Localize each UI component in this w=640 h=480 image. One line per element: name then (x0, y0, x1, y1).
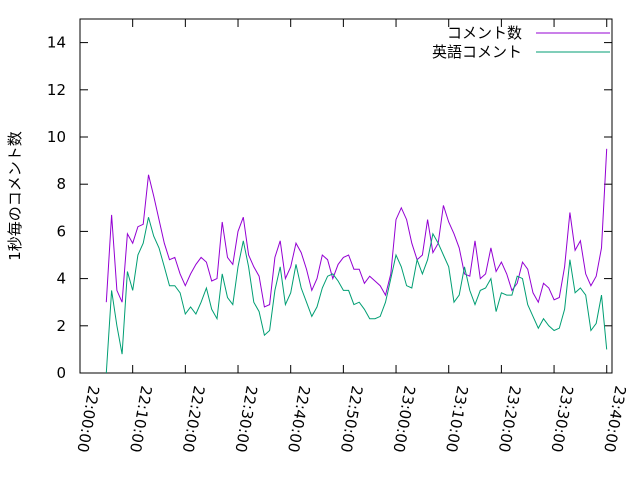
y-tick-label: 0 (56, 364, 66, 382)
x-tick-label: 23:10:00 (442, 384, 471, 453)
x-tick-label: 22:50:00 (337, 384, 366, 453)
legend-label: 英語コメント (432, 43, 522, 61)
y-tick-label: 8 (56, 175, 66, 193)
legend-label: コメント数 (447, 24, 522, 42)
series-line (105, 148, 608, 308)
x-tick-label: 22:00:00 (73, 384, 102, 453)
x-tick-label: 23:40:00 (600, 384, 629, 453)
y-axis-label: 1秒毎のコメント数 (6, 131, 24, 261)
x-tick-label: 23:20:00 (495, 384, 524, 453)
y-tick-label: 6 (56, 222, 66, 240)
series-line (105, 217, 608, 374)
y-tick-label: 14 (47, 34, 66, 52)
x-tick-label: 22:20:00 (179, 384, 208, 453)
x-tick-label: 22:30:00 (231, 384, 260, 453)
y-tick-label: 12 (47, 81, 66, 99)
y-tick-label: 4 (56, 270, 66, 288)
y-tick-label: 2 (56, 317, 66, 335)
x-tick-label: 23:00:00 (389, 384, 418, 453)
y-tick-label: 10 (47, 128, 66, 146)
x-tick-label: 22:40:00 (284, 384, 313, 453)
x-tick-label: 22:10:00 (126, 384, 155, 453)
plot-border (79, 18, 613, 374)
x-tick-label: 23:30:00 (547, 384, 576, 453)
